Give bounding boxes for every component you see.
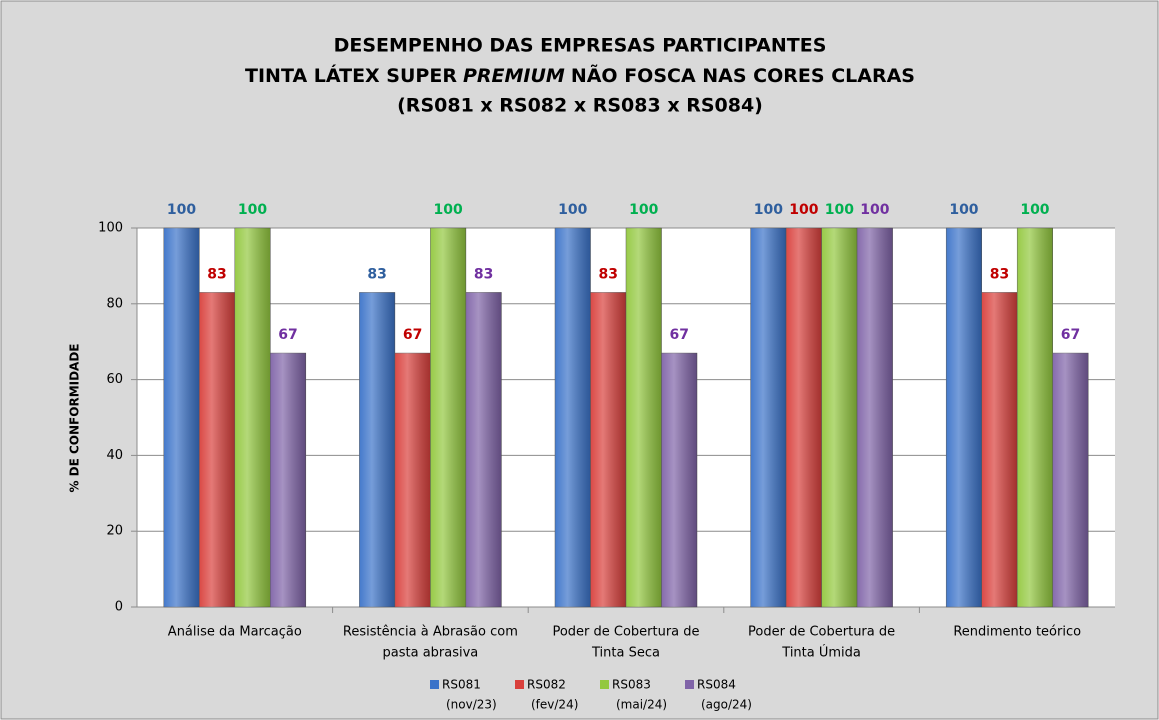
x-tick-label: pasta abrasiva: [383, 646, 479, 661]
legend-label: RS081: [442, 678, 481, 692]
title-line: (RS081 x RS082 x RS083 x RS084): [397, 95, 763, 117]
value-label: 100: [238, 202, 267, 218]
legend-swatch: [515, 680, 524, 689]
bar-sheen: [626, 228, 662, 607]
x-tick-label: Tinta Seca: [591, 646, 660, 661]
legend-label: RS083: [612, 678, 651, 692]
value-label: 100: [789, 202, 818, 218]
x-tick-label: Poder de Cobertura de: [748, 625, 895, 640]
value-label: 67: [278, 327, 297, 343]
value-label: 100: [860, 202, 889, 218]
bar-sheen: [750, 228, 787, 607]
y-tick-label: 60: [106, 372, 123, 387]
y-tick-label: 20: [106, 524, 123, 539]
bar-sheen: [555, 228, 591, 607]
value-label: 100: [167, 202, 196, 218]
value-label: 83: [367, 266, 386, 282]
bar-sheen: [786, 228, 822, 607]
bar-sheen: [590, 292, 626, 607]
y-tick-label: 40: [106, 448, 123, 463]
bar-sheen: [430, 228, 466, 607]
x-tick-label: Análise da Marcação: [168, 625, 302, 640]
bar-sheen: [661, 353, 697, 607]
legend-period: (nov/23): [446, 698, 497, 712]
legend-period: (mai/24): [616, 698, 667, 712]
bar-sheen: [946, 228, 982, 607]
y-tick-label: 100: [98, 221, 123, 236]
bar-sheen: [394, 353, 431, 607]
bar-sheen: [359, 292, 395, 607]
bar-sheen: [199, 292, 235, 607]
title-part: NÃO FOSCA NAS CORES CLARAS: [571, 63, 915, 87]
bar-sheen: [163, 228, 200, 607]
legend-period: (fev/24): [531, 698, 578, 712]
bar-sheen: [270, 353, 306, 607]
y-axis-label: % DE CONFORMIDADE: [68, 343, 82, 492]
bar-sheen: [821, 228, 858, 607]
y-tick-label: 0: [115, 600, 123, 615]
value-label: 100: [629, 202, 658, 218]
legend-label: RS082: [527, 678, 566, 692]
legend-swatch: [685, 680, 694, 689]
x-tick-label: Tinta Úmida: [781, 645, 861, 661]
y-tick-label: 80: [106, 296, 123, 311]
title-line: TINTA LÁTEX SUPER PREMIUM NÃO FOSCA NAS CO…: [245, 63, 915, 87]
value-label: 100: [754, 202, 783, 218]
value-label: 83: [474, 266, 493, 282]
x-tick-label: Resistência à Abrasão com: [343, 625, 518, 640]
value-label: 67: [1061, 327, 1080, 343]
value-label: 67: [670, 327, 689, 343]
value-label: 100: [434, 202, 463, 218]
x-tick-label: Rendimento teórico: [953, 625, 1081, 640]
title-part: PREMIUM: [463, 65, 565, 87]
value-label: 100: [558, 202, 587, 218]
legend-label: RS084: [697, 678, 736, 692]
value-label: 100: [949, 202, 978, 218]
value-label: 100: [825, 202, 854, 218]
legend-swatch: [600, 680, 609, 689]
value-label: 83: [990, 266, 1009, 282]
title-part: TINTA LÁTEX SUPER: [245, 64, 457, 87]
legend-period: (ago/24): [701, 698, 752, 712]
bar-sheen: [857, 228, 893, 607]
title-line: DESEMPENHO DAS EMPRESAS PARTICIPANTES: [334, 35, 827, 57]
value-label: 83: [599, 266, 618, 282]
value-label: 67: [403, 327, 422, 343]
value-label: 83: [207, 266, 226, 282]
bar-sheen: [465, 292, 502, 607]
legend-swatch: [430, 680, 439, 689]
x-tick-label: Poder de Cobertura de: [552, 625, 699, 640]
bar-sheen: [234, 228, 271, 607]
bar-sheen: [1017, 228, 1053, 607]
bar-sheen: [1052, 353, 1089, 607]
bar-sheen: [981, 292, 1018, 607]
value-label: 100: [1020, 202, 1049, 218]
